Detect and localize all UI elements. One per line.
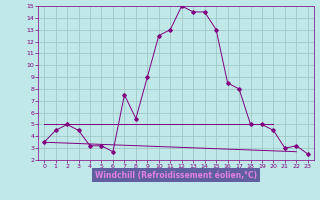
X-axis label: Windchill (Refroidissement éolien,°C): Windchill (Refroidissement éolien,°C) bbox=[95, 171, 257, 180]
